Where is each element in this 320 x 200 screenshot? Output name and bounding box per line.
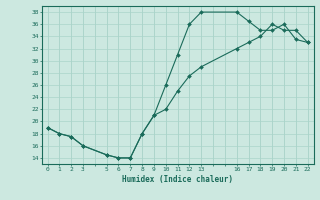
X-axis label: Humidex (Indice chaleur): Humidex (Indice chaleur) xyxy=(122,175,233,184)
